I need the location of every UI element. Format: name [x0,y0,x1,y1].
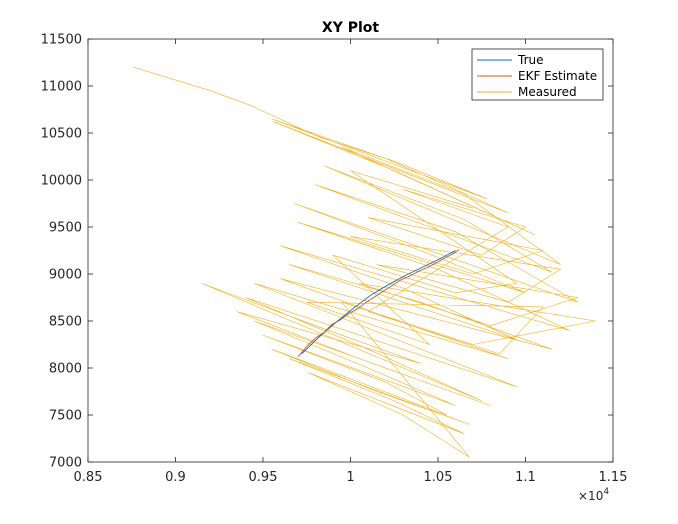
x-exponent-label: ×104 [578,487,609,503]
x-tick-label: 1.1 [515,470,536,485]
series-line-true [301,250,456,355]
y-tick-label: 11000 [41,80,82,95]
plot-area-background [88,39,613,462]
y-ticks: 7000 7500 8000 8500 9000 9500 10000 10500 11000 1… [41,33,613,471]
y-tick-label: 9500 [49,221,82,236]
y-tick-label: 11500 [41,33,82,48]
y-tick-label: 8000 [49,362,82,377]
legend-label-ekf-estimate: EKF Estimate [518,69,597,83]
x-tick-label: 0.9 [165,470,186,485]
y-tick-label: 10500 [41,127,82,142]
legend-label-measured: Measured [518,85,577,99]
y-tick-label: 10000 [41,174,82,189]
series-line-measured [133,66,596,458]
y-tick-label: 7500 [49,409,82,424]
series-layer [133,66,596,458]
legend[interactable]: True EKF Estimate Measured [471,48,604,101]
legend-label-true: True [517,53,544,67]
x-tick-label: 1 [346,470,354,485]
y-tick-label: 9000 [49,268,82,283]
x-exponent-base: ×10 [578,489,603,503]
x-tick-label: 1.05 [424,470,453,485]
y-tick-label: 7000 [49,456,82,471]
x-ticks: 0.85 0.9 0.95 1 1.05 1.1 1.15 [74,39,628,485]
chart-title: XY Plot [322,20,379,36]
x-exponent-power: 4 [603,487,609,497]
series-line-ekf-estimate [297,249,460,357]
x-tick-label: 1.15 [599,470,628,485]
x-tick-label: 0.85 [74,470,103,485]
x-tick-label: 0.95 [249,470,278,485]
legend-entries: True EKF Estimate Measured [477,53,597,99]
y-tick-label: 8500 [49,315,82,330]
